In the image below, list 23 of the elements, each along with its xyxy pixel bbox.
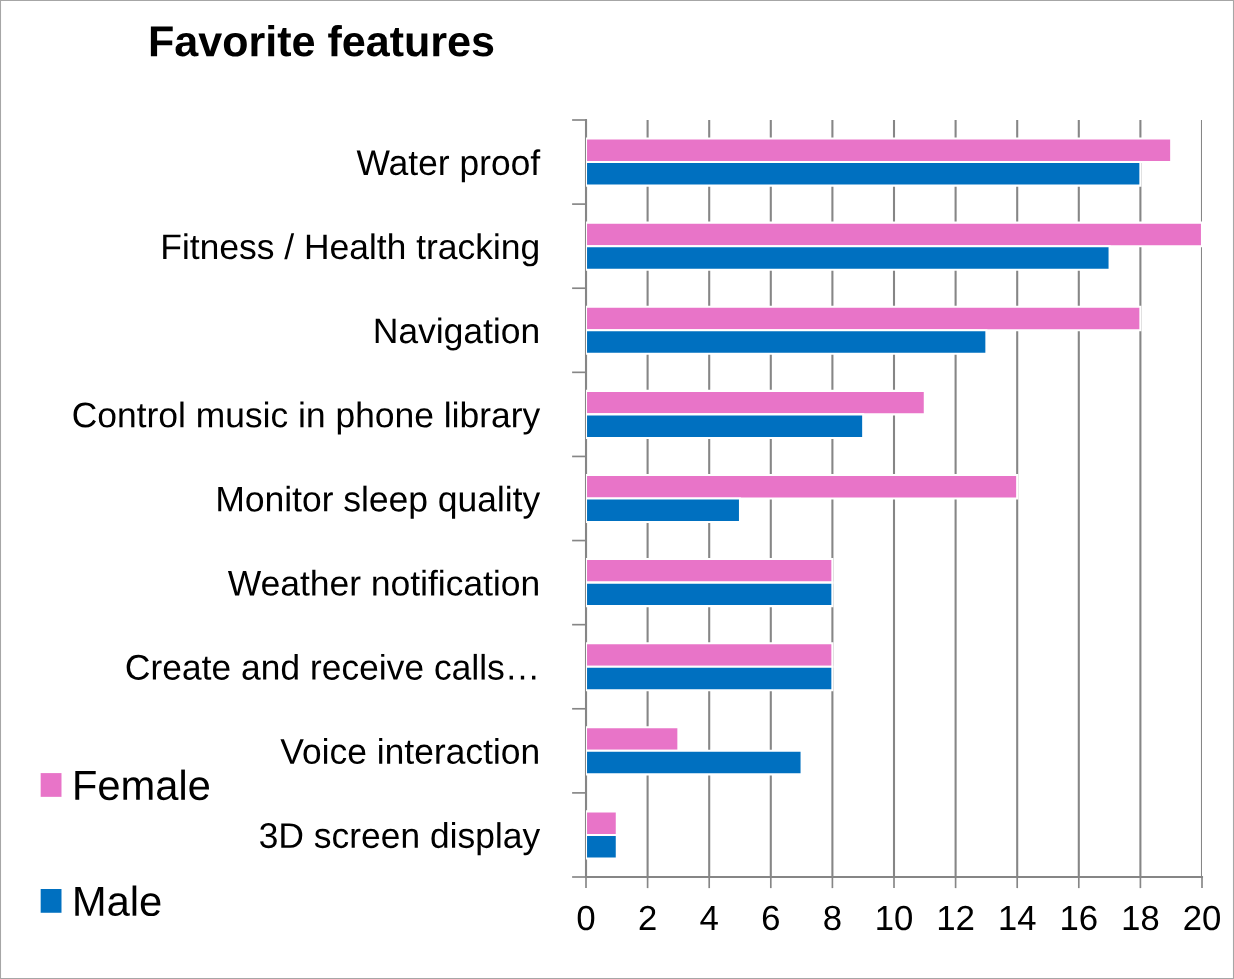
x-tick-label: 2	[639, 905, 656, 930]
y-tick-label: Weather notification	[227, 569, 538, 596]
y-tick-label: Navigation	[375, 317, 538, 351]
x-tick-label: 0	[577, 905, 595, 931]
x-tick-label: 10	[877, 905, 912, 931]
y-tick-label: Monitor sleep quality	[218, 485, 541, 519]
chart-title: Favorite features	[150, 24, 494, 57]
x-tick-label: 20	[1184, 905, 1220, 931]
x-tick-label: 6	[762, 905, 779, 931]
y-tick-label: Create and receive calls…	[126, 653, 536, 680]
x-tick-label: 4	[700, 906, 718, 930]
x-tick-label: 16	[1062, 905, 1097, 931]
x-tick-label: 8	[824, 905, 841, 931]
y-tick-label: 3D screen display	[260, 822, 541, 856]
y-tick-label: Voice interaction	[280, 738, 538, 765]
legend-label: Female	[75, 769, 209, 801]
legend-label: Male	[75, 885, 161, 917]
y-tick-label: Control music in phone library	[73, 401, 541, 435]
x-tick-label: 18	[1123, 905, 1159, 931]
x-tick-label: 14	[1000, 906, 1036, 930]
y-tick-label: Water proof	[356, 149, 541, 183]
x-tick-label: 12	[938, 905, 974, 930]
y-tick-label: Fitness / Health tracking	[163, 233, 538, 267]
